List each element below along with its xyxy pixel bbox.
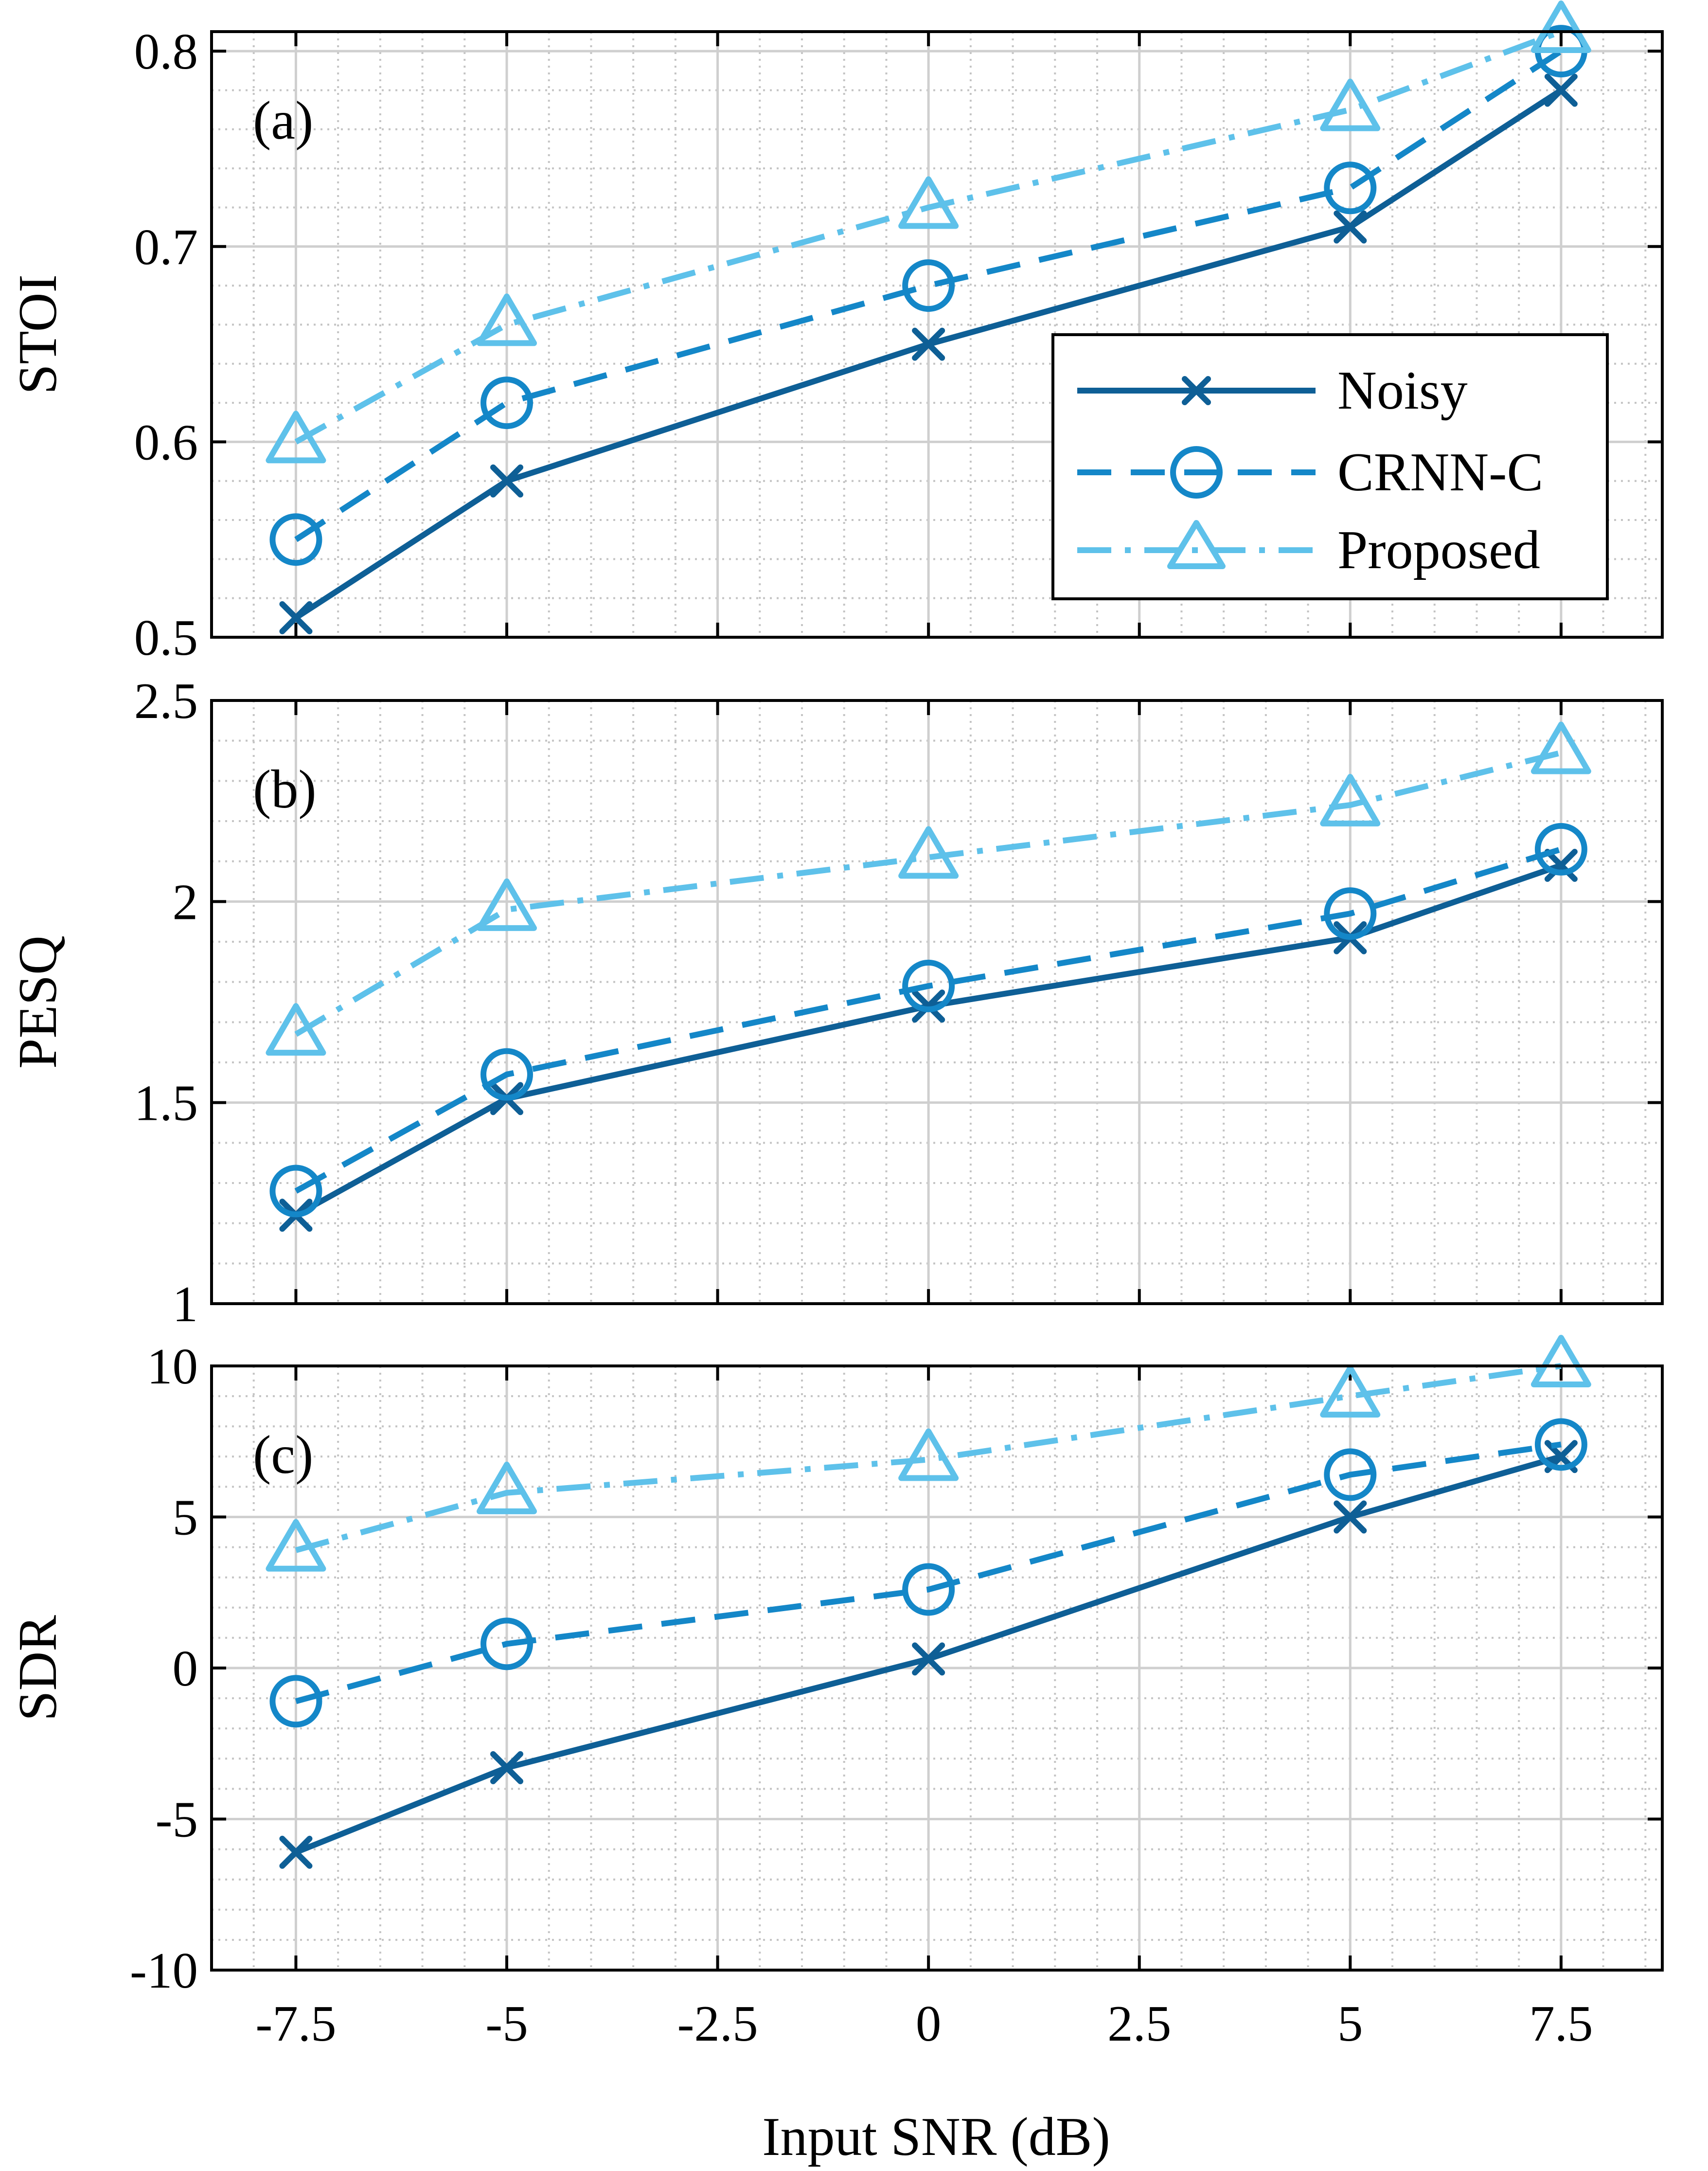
y-tick-label-stoi-2: 0.7 — [134, 218, 198, 275]
y-tick-label-sdr-4: 10 — [147, 1338, 198, 1395]
point-sdr-proposed-1 — [477, 1461, 537, 1514]
point-sdr-crnn-c-2 — [902, 1563, 955, 1616]
point-stoi-crnn-c-2 — [902, 259, 955, 312]
legend-entry-proposed: Proposed — [1077, 520, 1540, 580]
series-sdr-proposed — [266, 1335, 1591, 1572]
legend-label-proposed: Proposed — [1337, 520, 1540, 580]
point-sdr-noisy-3 — [1334, 1500, 1367, 1534]
legend: Noisy CRNN-C Proposed — [1051, 333, 1609, 600]
line-stoi-crnn-c — [294, 49, 1563, 542]
series-sdr-crnn-c — [269, 1418, 1587, 1728]
point-stoi-proposed-0 — [266, 411, 326, 464]
line-sdr-proposed — [295, 1363, 1562, 1553]
line-stoi-proposed — [294, 29, 1562, 445]
y-tick-label-stoi-3: 0.8 — [134, 23, 198, 80]
point-stoi-crnn-c-1 — [480, 377, 534, 430]
point-sdr-crnn-c-0 — [269, 1675, 322, 1728]
point-stoi-proposed-3 — [1320, 78, 1381, 131]
x-tick-label-5: 5 — [1337, 1995, 1363, 2052]
point-sdr-proposed-0 — [266, 1519, 326, 1572]
point-sdr-proposed-4 — [1530, 1335, 1591, 1387]
x-tick-label-0: -7.5 — [255, 1995, 336, 2052]
y-tick-label-sdr-3: 5 — [173, 1489, 198, 1546]
y-tick-label-sdr-1: -5 — [156, 1791, 198, 1848]
point-pesq-proposed-4 — [1530, 721, 1591, 774]
point-pesq-crnn-c-1 — [480, 1048, 534, 1101]
point-stoi-noisy-1 — [490, 464, 524, 498]
series-stoi-noisy — [279, 73, 1578, 634]
line-pesq-proposed — [294, 750, 1562, 1037]
panel-pesq: 1 1.5 2 2.5 PESQ (b) — [8, 672, 1664, 1332]
point-stoi-noisy-3 — [1334, 210, 1367, 244]
point-pesq-crnn-c-3 — [1324, 887, 1377, 940]
point-pesq-crnn-c-4 — [1534, 823, 1587, 876]
legend-marker-proposed — [1167, 520, 1226, 569]
point-sdr-crnn-c-1 — [480, 1617, 534, 1670]
x-tick-label-2: -2.5 — [677, 1995, 758, 2052]
legend-entry-noisy: Noisy — [1077, 360, 1468, 421]
point-pesq-proposed-1 — [477, 878, 537, 931]
legend-label-noisy: Noisy — [1337, 360, 1468, 421]
y-tick-label-pesq-0: 1 — [173, 1275, 198, 1332]
y-tick-label-sdr-0: -10 — [130, 1942, 198, 1999]
panel-label-sdr: (c) — [253, 1425, 313, 1485]
series-pesq-proposed — [266, 721, 1591, 1056]
y-tick-label-stoi-0: 0.5 — [134, 609, 198, 666]
point-sdr-crnn-c-3 — [1324, 1448, 1377, 1501]
point-sdr-crnn-c-4 — [1534, 1418, 1587, 1471]
panel-label-stoi: (a) — [253, 90, 313, 151]
x-tick-label-6: 7.5 — [1529, 1995, 1593, 2052]
point-pesq-proposed-3 — [1320, 773, 1381, 826]
x-axis-label: Input SNR (dB) — [762, 2107, 1110, 2167]
point-pesq-crnn-c-0 — [269, 1165, 322, 1218]
point-stoi-noisy-4 — [1544, 73, 1578, 107]
point-stoi-crnn-c-3 — [1324, 161, 1377, 215]
y-axis-label-sdr: SDR — [8, 1615, 68, 1721]
point-sdr-proposed-3 — [1320, 1365, 1381, 1418]
series-stoi-proposed — [266, 0, 1591, 464]
point-stoi-proposed-2 — [898, 176, 959, 229]
point-pesq-proposed-2 — [898, 826, 959, 879]
legend-box — [1051, 333, 1609, 600]
frame-sdr — [210, 1364, 1664, 1972]
y-tick-label-sdr-2: 0 — [173, 1640, 198, 1697]
y-tick-label-pesq-1: 1.5 — [134, 1075, 198, 1131]
point-pesq-crnn-c-2 — [902, 959, 955, 1012]
minor-grid-pesq — [212, 700, 1662, 1304]
y-axis-label-pesq: PESQ — [8, 935, 68, 1069]
x-tick-label-3: 0 — [916, 1995, 942, 2052]
point-stoi-noisy-2 — [912, 327, 945, 361]
y-tick-label-pesq-2: 2 — [173, 873, 198, 930]
point-pesq-noisy-2 — [912, 989, 945, 1023]
point-sdr-noisy-1 — [490, 1751, 524, 1784]
frame-pesq — [210, 699, 1664, 1305]
point-sdr-noisy-0 — [279, 1835, 313, 1869]
frame-stoi — [210, 30, 1664, 639]
point-sdr-proposed-2 — [898, 1428, 959, 1481]
x-tick-label-1: -5 — [485, 1995, 528, 2052]
panels-layer: 0.5 0.6 0.7 0.8 STOI (a) 1 1.5 2 2.5 PESQ (b) -10 -5 0… — [8, 0, 1664, 2052]
x-tick-label-4: 2.5 — [1107, 1995, 1171, 2052]
point-sdr-noisy-2 — [912, 1642, 945, 1676]
legend-label-crnn-c: CRNN-C — [1337, 442, 1543, 502]
y-tick-label-pesq-3: 2.5 — [134, 672, 198, 729]
series-sdr-noisy — [279, 1440, 1578, 1869]
point-stoi-proposed-4 — [1530, 0, 1591, 53]
legend-entry-crnn-c: CRNN-C — [1077, 442, 1543, 502]
legend-marker-crnn-c — [1170, 446, 1223, 499]
point-pesq-noisy-4 — [1544, 848, 1578, 882]
panel-label-pesq: (b) — [253, 759, 317, 820]
panel-sdr: -10 -5 0 5 10 SDR (c) — [8, 1335, 1664, 1999]
line-sdr-crnn-c — [295, 1441, 1562, 1705]
series-pesq-crnn-c — [269, 823, 1587, 1218]
point-stoi-noisy-0 — [279, 601, 313, 634]
line-pesq-crnn-c — [294, 846, 1562, 1194]
point-stoi-proposed-1 — [477, 293, 537, 346]
y-tick-label-stoi-1: 0.6 — [134, 413, 198, 470]
point-pesq-proposed-0 — [266, 1003, 326, 1056]
y-axis-label-stoi: STOI — [8, 274, 68, 395]
point-stoi-crnn-c-0 — [269, 513, 322, 566]
legend-marker-noisy — [1182, 376, 1211, 405]
